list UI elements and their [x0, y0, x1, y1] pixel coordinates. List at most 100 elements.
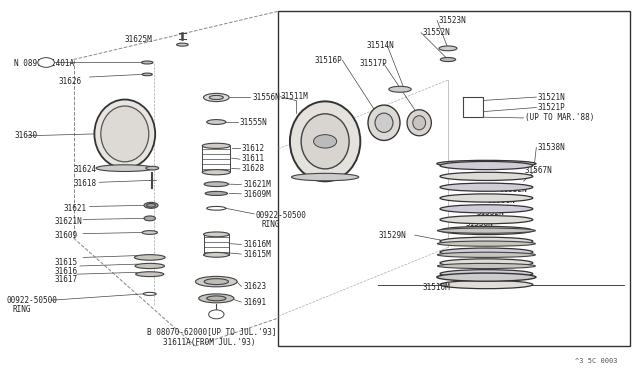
Ellipse shape	[440, 237, 532, 246]
Ellipse shape	[147, 203, 156, 207]
Ellipse shape	[290, 101, 360, 182]
Text: 31529N: 31529N	[379, 231, 406, 240]
Text: 31556N: 31556N	[253, 93, 280, 102]
Text: 31621M: 31621M	[243, 180, 271, 189]
Ellipse shape	[146, 166, 159, 170]
Text: 31555N: 31555N	[240, 118, 268, 127]
Text: 31511M: 31511M	[280, 92, 308, 101]
Text: 00922-50500: 00922-50500	[256, 211, 307, 219]
Ellipse shape	[144, 216, 156, 221]
Ellipse shape	[196, 276, 237, 287]
Text: 31514N: 31514N	[366, 41, 394, 50]
Ellipse shape	[440, 227, 532, 235]
Ellipse shape	[301, 114, 349, 169]
Ellipse shape	[199, 294, 234, 303]
Text: 31612: 31612	[242, 144, 265, 153]
Ellipse shape	[136, 272, 164, 277]
Ellipse shape	[135, 263, 164, 269]
Ellipse shape	[141, 61, 153, 64]
Text: 31567N: 31567N	[525, 166, 552, 174]
Text: 31621N: 31621N	[54, 217, 82, 226]
Text: 31536N: 31536N	[465, 219, 493, 228]
Ellipse shape	[209, 95, 223, 99]
Text: 31616M: 31616M	[243, 240, 271, 249]
Ellipse shape	[438, 228, 535, 233]
Text: 31623: 31623	[243, 282, 266, 291]
Text: 31615: 31615	[54, 258, 77, 267]
Text: B: B	[214, 312, 218, 317]
Ellipse shape	[207, 296, 226, 301]
Text: 31616: 31616	[54, 267, 77, 276]
Text: 00922-50500: 00922-50500	[6, 296, 57, 305]
Text: 31615M: 31615M	[243, 250, 271, 259]
Circle shape	[38, 58, 54, 67]
Ellipse shape	[440, 270, 532, 278]
Text: 31626: 31626	[59, 77, 82, 86]
Ellipse shape	[389, 86, 412, 92]
Ellipse shape	[204, 252, 229, 257]
Ellipse shape	[292, 173, 359, 181]
Ellipse shape	[440, 280, 532, 289]
Text: 31517P: 31517P	[360, 60, 387, 68]
Ellipse shape	[440, 58, 456, 61]
Ellipse shape	[440, 205, 532, 213]
Text: B 08070-62000[UP TO JUL.'93]: B 08070-62000[UP TO JUL.'93]	[147, 327, 276, 336]
Ellipse shape	[438, 263, 535, 269]
Ellipse shape	[440, 215, 532, 224]
Text: RING: RING	[13, 305, 31, 314]
Ellipse shape	[205, 191, 228, 195]
Text: 31630: 31630	[14, 131, 37, 140]
Text: 31628: 31628	[242, 164, 265, 173]
Text: 31618: 31618	[74, 179, 97, 187]
Ellipse shape	[440, 161, 532, 170]
Ellipse shape	[375, 113, 393, 132]
Ellipse shape	[368, 105, 400, 141]
Ellipse shape	[204, 279, 228, 285]
Ellipse shape	[439, 46, 457, 51]
Text: 31536N: 31536N	[488, 196, 515, 205]
Ellipse shape	[407, 110, 431, 136]
Ellipse shape	[202, 170, 230, 175]
Ellipse shape	[440, 194, 532, 202]
Ellipse shape	[436, 160, 536, 167]
Text: 31552N: 31552N	[422, 28, 450, 37]
Ellipse shape	[436, 273, 536, 281]
Text: 31624: 31624	[74, 165, 97, 174]
Circle shape	[209, 310, 224, 319]
Circle shape	[314, 135, 337, 148]
Text: 31611A(FROM JUL.'93): 31611A(FROM JUL.'93)	[163, 338, 256, 347]
Ellipse shape	[413, 116, 426, 130]
Ellipse shape	[438, 241, 535, 246]
Text: ^3 5C 0003: ^3 5C 0003	[575, 358, 618, 364]
Text: 31521P: 31521P	[538, 103, 565, 112]
Ellipse shape	[204, 232, 229, 237]
Text: 31532N: 31532N	[477, 208, 504, 217]
Text: 31523N: 31523N	[438, 16, 466, 25]
Ellipse shape	[144, 202, 158, 208]
Text: 31625M: 31625M	[125, 35, 152, 44]
Ellipse shape	[440, 172, 532, 180]
Text: RING: RING	[261, 220, 280, 229]
Text: 31609: 31609	[54, 231, 77, 240]
Text: 31532N: 31532N	[499, 185, 527, 194]
Ellipse shape	[202, 143, 230, 148]
Text: 31538N: 31538N	[538, 143, 565, 152]
Text: N: N	[44, 60, 48, 65]
Ellipse shape	[204, 93, 229, 102]
Ellipse shape	[207, 119, 226, 124]
Ellipse shape	[142, 231, 157, 234]
Text: 31521N: 31521N	[538, 93, 565, 102]
Text: 31609M: 31609M	[243, 190, 271, 199]
Ellipse shape	[438, 252, 535, 257]
Text: 31611: 31611	[242, 154, 265, 163]
Ellipse shape	[440, 248, 532, 256]
Ellipse shape	[440, 259, 532, 267]
Ellipse shape	[204, 182, 228, 186]
Ellipse shape	[96, 165, 154, 171]
Bar	[278, 11, 630, 346]
Ellipse shape	[177, 43, 188, 46]
Ellipse shape	[142, 73, 152, 76]
Ellipse shape	[95, 99, 156, 168]
Text: 31510M: 31510M	[422, 283, 450, 292]
Text: 31617: 31617	[54, 275, 77, 284]
